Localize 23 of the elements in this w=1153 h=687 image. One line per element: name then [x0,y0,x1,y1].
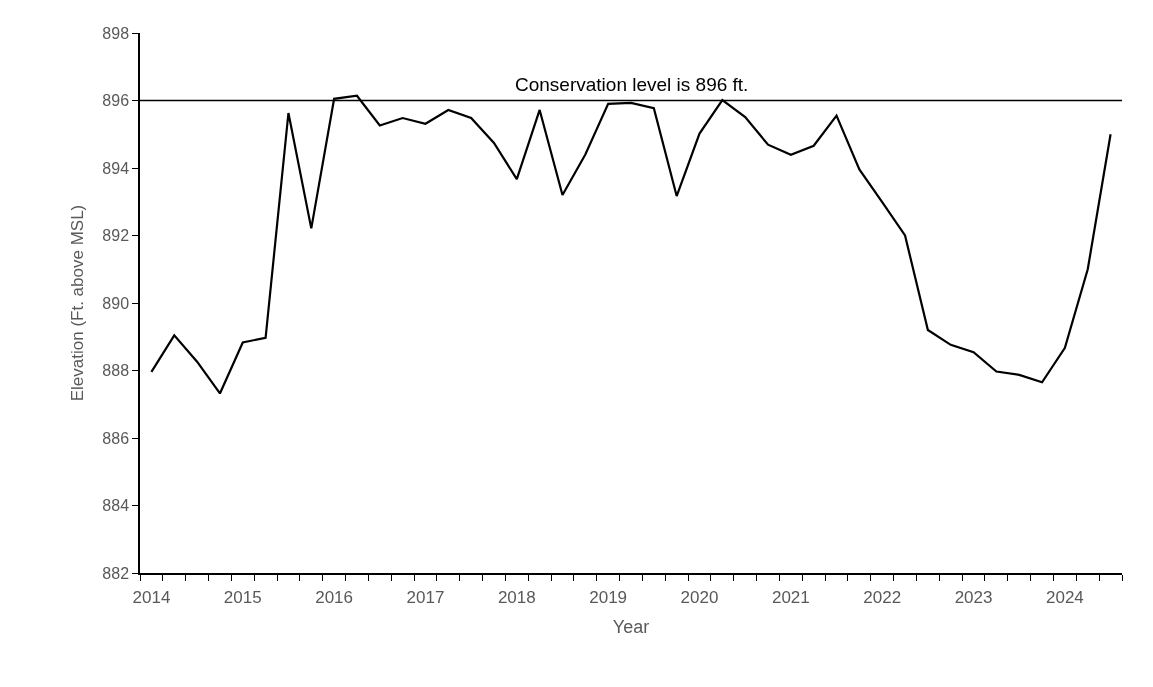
x-tick-label: 2022 [863,588,902,608]
x-tick-label: 2019 [589,588,628,608]
y-tick-label: 882 [102,564,130,582]
x-tick-label: 2015 [223,588,262,608]
y-axis-title: Elevation (Ft. above MSL) [68,204,88,402]
y-tick-label: 888 [102,362,130,380]
y-tick-label: 886 [102,429,130,447]
y-tick-label: 894 [102,159,130,177]
y-tick-label: 898 [102,24,130,42]
x-tick-label: 2017 [406,588,445,608]
x-tick-label: 2024 [1046,588,1084,608]
x-tick-label: 2018 [497,588,536,608]
x-tick-label: 2021 [771,588,810,608]
y-tick-label: 896 [102,92,130,110]
x-tick-label: 2020 [680,588,719,608]
ref-line-label: Conservation level is 896 ft. [515,74,749,95]
y-tick-label: 884 [102,497,130,515]
x-tick-label: 2014 [132,588,171,608]
y-tick-label: 890 [102,294,130,312]
x-tick-label: 2016 [315,588,354,608]
x-tick-label: 2023 [954,588,993,608]
y-tick-label: 892 [102,227,130,245]
x-axis-title: Year [612,616,650,637]
